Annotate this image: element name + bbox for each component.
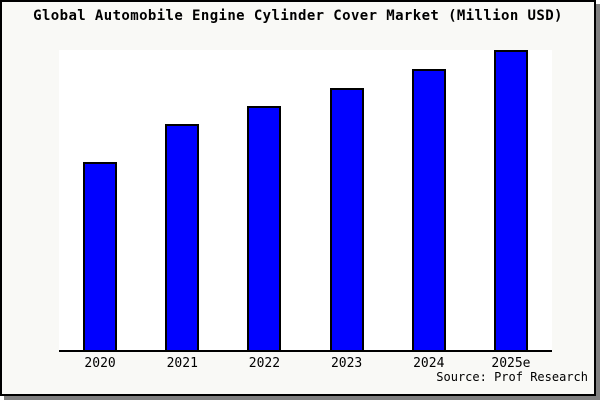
- x-axis-label-2020: 2020: [84, 356, 116, 371]
- bar-slot: [59, 50, 141, 350]
- x-axis-label-2025e: 2025e: [491, 356, 531, 371]
- x-axis-label-2022: 2022: [248, 356, 281, 371]
- bar-slot: [141, 50, 223, 350]
- x-axis-label-2023: 2023: [330, 356, 363, 371]
- bar-slot: [470, 50, 552, 350]
- chart-title: Global Automobile Engine Cylinder Cover …: [33, 8, 563, 24]
- plot-area: [59, 50, 552, 352]
- bar-slot: [223, 50, 305, 350]
- bar-slot: [388, 50, 470, 350]
- x-axis-label-2024: 2024: [413, 356, 445, 371]
- bar-2020: [83, 162, 118, 350]
- bar-slot: [306, 50, 388, 350]
- x-axis-labels: 2020 2021 2022 2023 2024 2025e: [59, 356, 552, 371]
- bar-2021: [165, 124, 200, 350]
- bar-2025e: [493, 50, 528, 350]
- bar-2023: [329, 88, 364, 350]
- bar-2022: [247, 106, 282, 350]
- bar-2024: [411, 69, 446, 350]
- x-axis-label-2021: 2021: [166, 356, 198, 371]
- source-note: Source: Prof Research: [436, 370, 588, 384]
